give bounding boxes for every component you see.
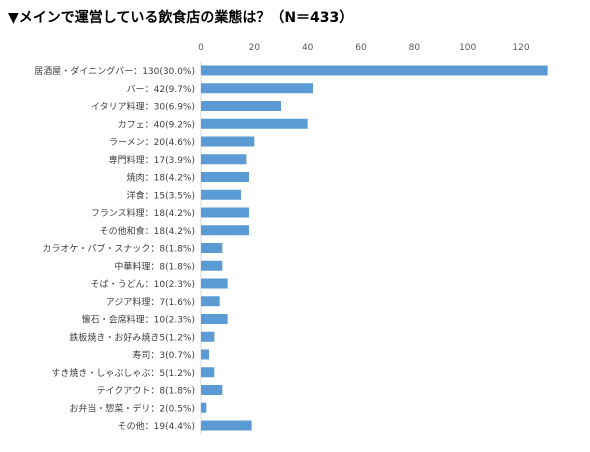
bar bbox=[201, 225, 249, 236]
x-tick-label: 60 bbox=[355, 43, 367, 53]
x-tick-label: 80 bbox=[409, 43, 421, 53]
bar bbox=[201, 65, 548, 76]
bar bbox=[201, 314, 228, 324]
category-label: 洋食：15(3.5%) bbox=[127, 189, 195, 201]
x-tick-label: 40 bbox=[302, 43, 314, 53]
bar bbox=[201, 243, 223, 253]
bars bbox=[201, 65, 548, 431]
category-label: ラーメン：20(4.6%) bbox=[109, 137, 195, 148]
x-tick-label: 100 bbox=[459, 43, 476, 53]
bar bbox=[201, 367, 215, 378]
category-label: イタリア料理：30(6.9%) bbox=[91, 101, 195, 113]
bar bbox=[201, 189, 241, 200]
category-label: 中華料理：8(1.8%) bbox=[114, 260, 195, 272]
x-tick-label: 0 bbox=[198, 43, 204, 53]
category-label: 寿司：3(0.7%) bbox=[132, 349, 195, 361]
category-label: 専門料理：17(3.9%) bbox=[109, 154, 195, 166]
bar bbox=[201, 420, 252, 431]
chart-title: ▼メインで運営している飲食店の業態は？（N＝433） bbox=[8, 10, 354, 26]
bar bbox=[201, 172, 249, 182]
category-label: 焼肉：18(4.2%) bbox=[127, 172, 195, 184]
x-tick-label: 120 bbox=[512, 43, 529, 53]
bar bbox=[201, 154, 247, 165]
category-label: アジア料理：7(1.6%) bbox=[106, 296, 195, 308]
bar bbox=[201, 331, 215, 342]
category-label: 鉄板焼き・お好み焼き5(1.2%) bbox=[69, 331, 195, 343]
category-label: 居酒屋・ダイニングバー：130(30.0%) bbox=[34, 65, 195, 77]
category-label: カラオケ・パブ・スナック：8(1.8%) bbox=[42, 243, 195, 255]
category-label: フランス料理：18(4.2%) bbox=[91, 207, 195, 219]
bar bbox=[201, 278, 228, 289]
category-label: バー：42(9.7%) bbox=[127, 84, 195, 95]
bar bbox=[201, 385, 223, 395]
category-label: カフェ：40(9.2%) bbox=[118, 119, 195, 130]
bar bbox=[201, 260, 223, 271]
bar bbox=[201, 83, 313, 94]
category-label: すき焼き・しゃぶしゃぶ：5(1.2%) bbox=[51, 368, 195, 379]
bar bbox=[201, 402, 207, 413]
bar bbox=[201, 136, 255, 147]
x-tick-label: 20 bbox=[249, 43, 261, 53]
category-label: その他：19(4.4%) bbox=[118, 420, 195, 432]
category-labels: 居酒屋・ダイニングバー：130(30.0%) バー：42(9.7%) イタリア料理：… bbox=[34, 65, 195, 432]
category-label: テイクアウト：8(1.8%) bbox=[97, 386, 195, 397]
bar bbox=[201, 207, 249, 218]
category-label: 懐石・会席料理：10(2.3%) bbox=[82, 314, 195, 326]
bar bbox=[201, 101, 281, 111]
bar bbox=[201, 349, 209, 360]
category-label: お弁当・惣菜・デリ：2(0.5%) bbox=[69, 402, 195, 414]
bar bbox=[201, 118, 308, 129]
category-label: その他和食：18(4.2%) bbox=[100, 225, 195, 237]
category-label: そば・うどん：10(2.3%) bbox=[91, 279, 195, 290]
bar bbox=[201, 296, 220, 307]
